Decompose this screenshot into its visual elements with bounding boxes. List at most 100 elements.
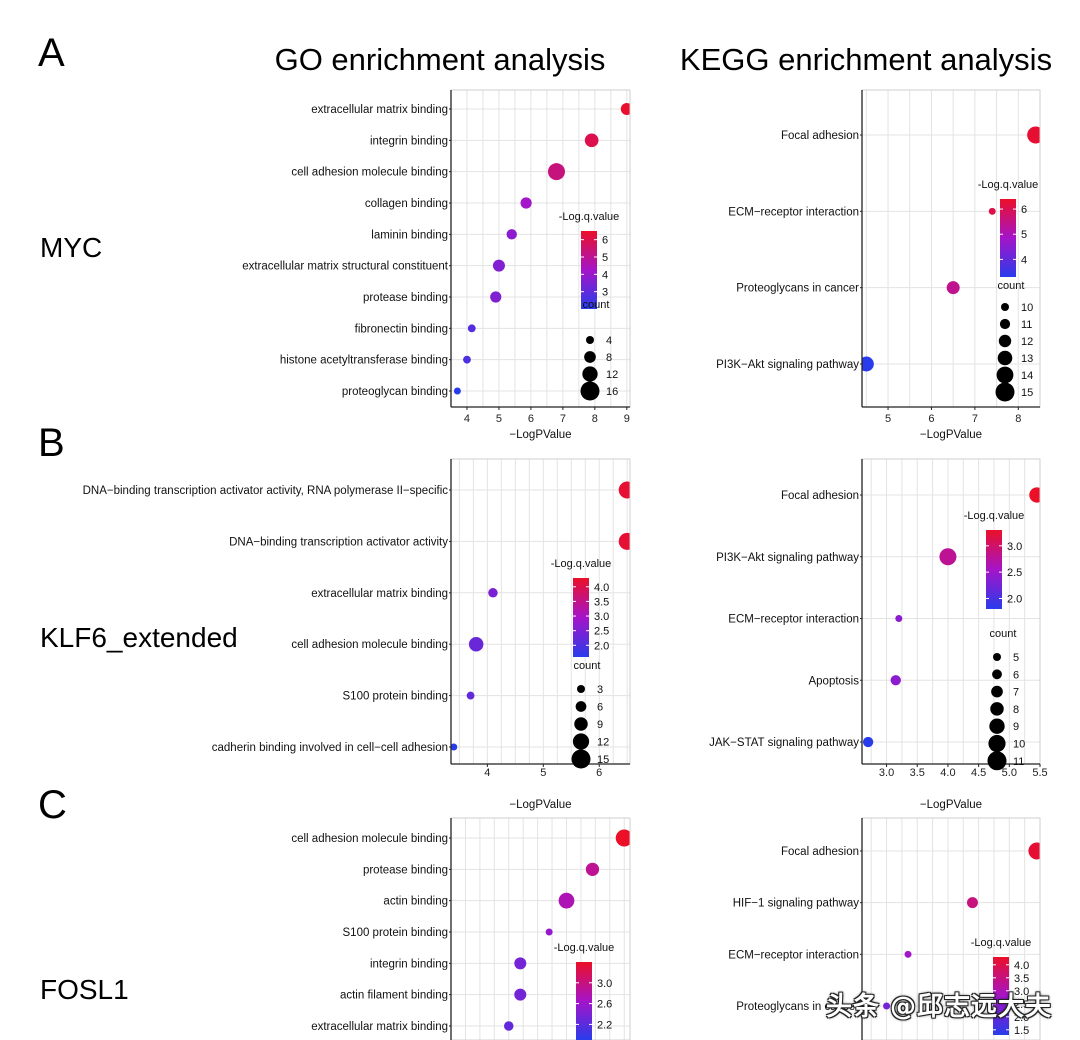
size-legend-dot bbox=[999, 318, 1011, 330]
color-bar-label: 2.5 bbox=[1014, 999, 1029, 1011]
data-point bbox=[520, 197, 532, 209]
data-point bbox=[939, 548, 957, 566]
category-label: collagen binding bbox=[365, 198, 448, 210]
data-point bbox=[1028, 842, 1040, 860]
color-bar-label: 5 bbox=[602, 252, 608, 264]
data-point bbox=[615, 829, 630, 847]
dotplot-b-kegg: Focal adhesion PI3K−Akt signaling pathway… bbox=[709, 458, 1048, 811]
color-bar-label: 2.0 bbox=[594, 640, 609, 652]
size-legend: count 5 6 7 8 9 10 11 bbox=[987, 628, 1025, 771]
size-legend-label: 14 bbox=[1021, 370, 1033, 382]
category-label: DNA−binding transcription activator acti… bbox=[229, 536, 448, 548]
dotplot-b-go: DNA−binding transcription activator acti… bbox=[83, 458, 631, 811]
data-point bbox=[514, 988, 527, 1001]
size-legend: count 10 11 12 13 14 15 bbox=[995, 280, 1033, 402]
category-label: protease binding bbox=[363, 292, 448, 304]
category-label: PI3K−Akt signaling pathway bbox=[716, 552, 859, 564]
data-point bbox=[966, 897, 978, 909]
category-label: integrin binding bbox=[370, 958, 448, 970]
size-legend-dot bbox=[991, 685, 1003, 698]
size-legend-label: 15 bbox=[1021, 387, 1033, 399]
x-tick-label: 7 bbox=[972, 413, 978, 425]
x-tick-label: 5.0 bbox=[1002, 767, 1017, 779]
size-legend-title: count bbox=[990, 628, 1017, 640]
x-tick-label: 8 bbox=[592, 413, 598, 425]
data-point bbox=[862, 736, 874, 748]
size-legend-dot bbox=[580, 381, 600, 401]
size-legend-dot bbox=[993, 653, 1001, 661]
data-point bbox=[451, 743, 458, 751]
data-point bbox=[904, 950, 912, 958]
size-legend-title: count bbox=[583, 299, 610, 311]
x-tick-label: 6 bbox=[928, 413, 934, 425]
category-label: actin binding bbox=[383, 896, 448, 908]
size-legend-label: 15 bbox=[597, 754, 609, 766]
data-point bbox=[620, 103, 630, 115]
size-legend: count 4 8 12 16 bbox=[580, 299, 618, 401]
color-legend: -Log.q.value 4.03.53.02.52.01.5 bbox=[971, 937, 1032, 1037]
x-tick-label: 5 bbox=[496, 413, 502, 425]
data-point bbox=[488, 588, 498, 598]
category-label: cell adhesion molecule binding bbox=[291, 167, 448, 179]
color-bar-label: 2.2 bbox=[597, 1019, 612, 1031]
category-label: ECM−receptor interaction bbox=[728, 614, 859, 626]
color-bar-label: 3 bbox=[602, 287, 608, 299]
color-legend-title: -Log.q.value bbox=[559, 211, 620, 223]
size-legend-dot bbox=[988, 734, 1006, 753]
size-legend-dot bbox=[577, 685, 585, 693]
category-label: extracellular matrix structural constitu… bbox=[242, 261, 449, 273]
size-legend-label: 5 bbox=[1013, 652, 1019, 664]
category-label: PI3K−Akt signaling pathway bbox=[716, 359, 859, 371]
color-legend: -Log.q.value 3.0 2.6 2.2 bbox=[554, 942, 614, 1040]
data-point bbox=[466, 691, 475, 700]
color-legend: -Log.q.value 4.0 3.5 3.0 2.5 2.0 bbox=[551, 558, 611, 657]
color-bar-label: 2.5 bbox=[594, 626, 609, 638]
x-tick-label: 5.5 bbox=[1032, 767, 1047, 779]
x-tick-label: 6 bbox=[596, 767, 602, 779]
category-label: cell adhesion molecule binding bbox=[291, 833, 448, 845]
dotplot-a-go: extracellular matrix binding integrin bin… bbox=[242, 89, 631, 441]
size-legend-dot bbox=[997, 350, 1013, 366]
plot-area bbox=[862, 90, 1040, 407]
size-legend-label: 4 bbox=[606, 335, 612, 347]
category-label: S100 protein binding bbox=[343, 691, 449, 703]
category-label: extracellular matrix binding bbox=[311, 588, 448, 600]
plot-area bbox=[451, 818, 630, 1040]
color-bar-label: 4 bbox=[602, 269, 608, 281]
color-bar-label: 2.5 bbox=[1007, 567, 1022, 579]
size-legend-label: 12 bbox=[1021, 336, 1033, 348]
x-tick-label: 5 bbox=[540, 767, 546, 779]
plot-background bbox=[451, 459, 630, 764]
x-axis-label: −LogPValue bbox=[920, 429, 982, 441]
category-label: cadherin binding involved in cell−cell a… bbox=[212, 742, 448, 754]
panel-letter-b: B bbox=[38, 421, 65, 465]
size-legend-dot bbox=[584, 351, 596, 363]
x-axis-label: −LogPValue bbox=[920, 799, 982, 811]
category-label: JAK−STAT signaling pathway bbox=[709, 737, 859, 749]
size-legend-dot bbox=[998, 334, 1012, 348]
data-point bbox=[988, 207, 996, 215]
color-bar-label: 3.0 bbox=[1007, 541, 1022, 553]
gene-label-klf6: KLF6_extended bbox=[40, 622, 238, 653]
color-bar-label: 3.5 bbox=[594, 596, 609, 608]
data-point bbox=[883, 1002, 891, 1010]
dotplot-a-kegg: Focal adhesion ECM−receptor interaction Pr… bbox=[716, 89, 1041, 441]
plot-area bbox=[862, 818, 1040, 1040]
x-tick-label: 4 bbox=[464, 413, 470, 425]
dotplot-c-kegg: Focal adhesion HIF−1 signaling pathway ECM… bbox=[728, 817, 1041, 1040]
plot-background bbox=[451, 818, 630, 1040]
size-legend-label: 3 bbox=[597, 684, 603, 696]
data-point bbox=[514, 957, 527, 970]
size-legend-dot bbox=[582, 366, 598, 382]
color-bar-label: 6 bbox=[1021, 204, 1027, 216]
size-legend-dot bbox=[992, 669, 1002, 680]
data-point bbox=[890, 675, 901, 686]
category-label: Focal adhesion bbox=[781, 846, 859, 858]
size-legend-dot bbox=[575, 701, 587, 712]
panel-letter-c: C bbox=[38, 783, 67, 827]
size-legend-dot bbox=[574, 717, 588, 731]
watermark: 头条 @邱志远大夫 bbox=[826, 992, 1053, 1022]
size-legend-label: 13 bbox=[1021, 353, 1033, 365]
category-label: cell adhesion molecule binding bbox=[291, 639, 448, 651]
color-bar bbox=[993, 957, 1009, 1035]
